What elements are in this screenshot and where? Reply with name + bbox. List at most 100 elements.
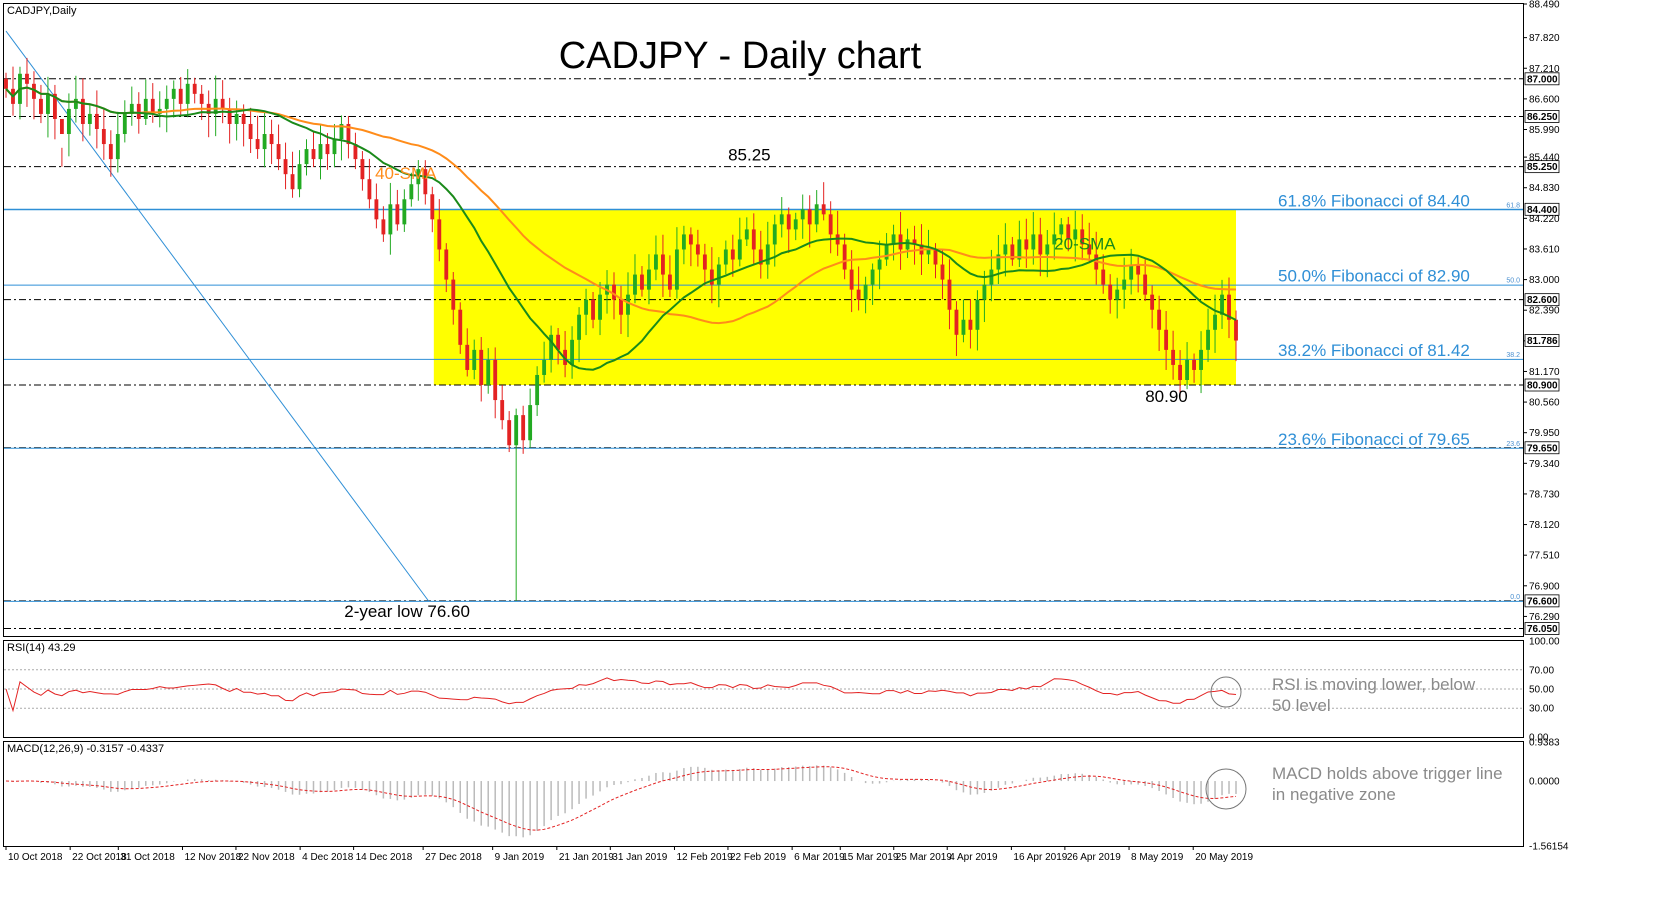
macd-note-line1: MACD holds above trigger line — [1272, 764, 1503, 783]
candle-body — [1003, 244, 1008, 255]
date-tick-label: 14 Dec 2018 — [356, 852, 413, 863]
candle-body — [612, 284, 616, 300]
candle-body — [933, 249, 938, 265]
fib-ratio-label: 61.8 — [1506, 202, 1520, 209]
macd-tick-label: -1.56154 — [1529, 842, 1569, 853]
candle-body — [521, 415, 526, 441]
rsi-line — [5, 677, 1237, 713]
candle-body — [1073, 229, 1078, 240]
candle-body — [723, 249, 728, 265]
date-tick-label: 22 Oct 2018 — [72, 852, 127, 863]
candle-body — [136, 103, 141, 119]
candle-body — [954, 309, 959, 335]
candle-body — [25, 73, 29, 84]
price-tick-label: 85.990 — [1529, 125, 1560, 136]
candle-body — [1136, 264, 1141, 275]
candle-body — [863, 284, 868, 300]
candle-body — [975, 299, 980, 330]
candle-body — [849, 269, 854, 290]
candle-body — [402, 199, 407, 225]
candle-body — [143, 98, 148, 119]
candle-body — [500, 400, 505, 421]
date-tick-label: 22 Feb 2019 — [730, 852, 787, 863]
level-tag-box — [1524, 441, 1560, 455]
price-tick-label: 76.290 — [1529, 612, 1560, 623]
candle-body — [248, 123, 253, 140]
fib-label: 23.6% Fibonacci of 79.65 — [1278, 430, 1470, 449]
candle-body — [730, 249, 735, 260]
candle-body — [542, 359, 547, 375]
horizontal-levels — [4, 78, 1523, 629]
candle-body — [507, 420, 512, 446]
sma40-label: 40-SMA — [375, 164, 437, 183]
price-tick-label: 80.560 — [1529, 398, 1560, 409]
candle-body — [346, 123, 351, 145]
date-tick-label: 12 Feb 2019 — [676, 852, 733, 863]
candle-body — [674, 249, 679, 290]
candle-body — [465, 344, 470, 370]
candle-body — [905, 239, 910, 250]
candle-body — [80, 98, 85, 124]
candle-body — [751, 229, 756, 250]
candle-body — [702, 254, 707, 270]
candle-body — [437, 219, 442, 250]
date-tick-label: 6 Mar 2019 — [794, 852, 845, 863]
candle-body — [4, 78, 8, 89]
candle-body — [1066, 224, 1071, 240]
downtrend-line — [5, 30, 429, 602]
chart-title: CADJPY - Daily chart — [559, 35, 922, 77]
level-tag-label: 81.786 — [1527, 336, 1558, 347]
candle-body — [842, 244, 847, 270]
rsi-tick-label: 100.00 — [1529, 637, 1560, 648]
macd-panel-frame — [3, 741, 1524, 847]
candle-body — [304, 149, 309, 165]
candle-body — [1024, 239, 1029, 250]
date-tick-label: 9 Jan 2019 — [495, 852, 545, 863]
candle-body — [367, 179, 372, 200]
candle-body — [821, 204, 826, 215]
candle-body — [122, 113, 127, 135]
price-tick-label: 76.900 — [1529, 581, 1560, 592]
date-tick-label: 20 May 2019 — [1195, 852, 1253, 863]
level-tag-label: 82.600 — [1527, 295, 1558, 306]
date-tick-label: 4 Dec 2018 — [302, 852, 354, 863]
candle-body — [626, 294, 630, 315]
date-tick-label: 27 Dec 2018 — [425, 852, 482, 863]
price-tick-label: 81.170 — [1529, 367, 1560, 378]
candle-body — [786, 214, 791, 230]
candle-body — [556, 334, 561, 350]
level-tag-box — [1524, 378, 1560, 392]
candle-body — [947, 279, 952, 310]
candle-body — [171, 88, 176, 99]
candle-body — [1101, 269, 1106, 285]
price-tick-label: 84.830 — [1529, 183, 1560, 194]
candle-body — [87, 113, 92, 124]
sma40-line — [5, 86, 1237, 325]
price-tick-label: 87.820 — [1529, 33, 1560, 44]
candle-body — [577, 314, 581, 340]
rsi-highlight-circle — [1210, 676, 1242, 708]
candle-body — [1143, 274, 1148, 295]
candle-body — [765, 244, 770, 265]
price-tick-label: 83.000 — [1529, 275, 1560, 286]
level-tag-label: 76.050 — [1527, 624, 1558, 635]
fibonacci-labels: 61.8% Fibonacci of 84.40 61.8 50.0% Fibona… — [1278, 191, 1520, 601]
date-tick-label: 26 Apr 2019 — [1067, 852, 1121, 863]
macd-tick-label: 0.0000 — [1529, 777, 1560, 788]
candle-body — [1080, 229, 1085, 245]
level-tags: 87.000 86.250 85.250 84.400 82.600 81.786 80.9… — [1524, 72, 1560, 635]
candle-body — [667, 274, 672, 290]
price-tick-label: 87.210 — [1529, 64, 1560, 75]
candle-body — [647, 269, 651, 290]
candle-body — [199, 93, 204, 104]
macd-histogram — [12, 765, 1237, 838]
candle-body — [101, 128, 106, 145]
date-tick-label: 31 Jan 2019 — [612, 852, 667, 863]
candle-body — [926, 249, 931, 255]
date-tick-label: 10 Oct 2018 — [8, 852, 63, 863]
level-tag-box — [1524, 334, 1560, 347]
candle-body — [297, 164, 302, 190]
candle-body — [744, 229, 749, 240]
rsi-note-line1: RSI is moving lower, below — [1272, 675, 1476, 694]
candle-body — [1164, 329, 1169, 350]
